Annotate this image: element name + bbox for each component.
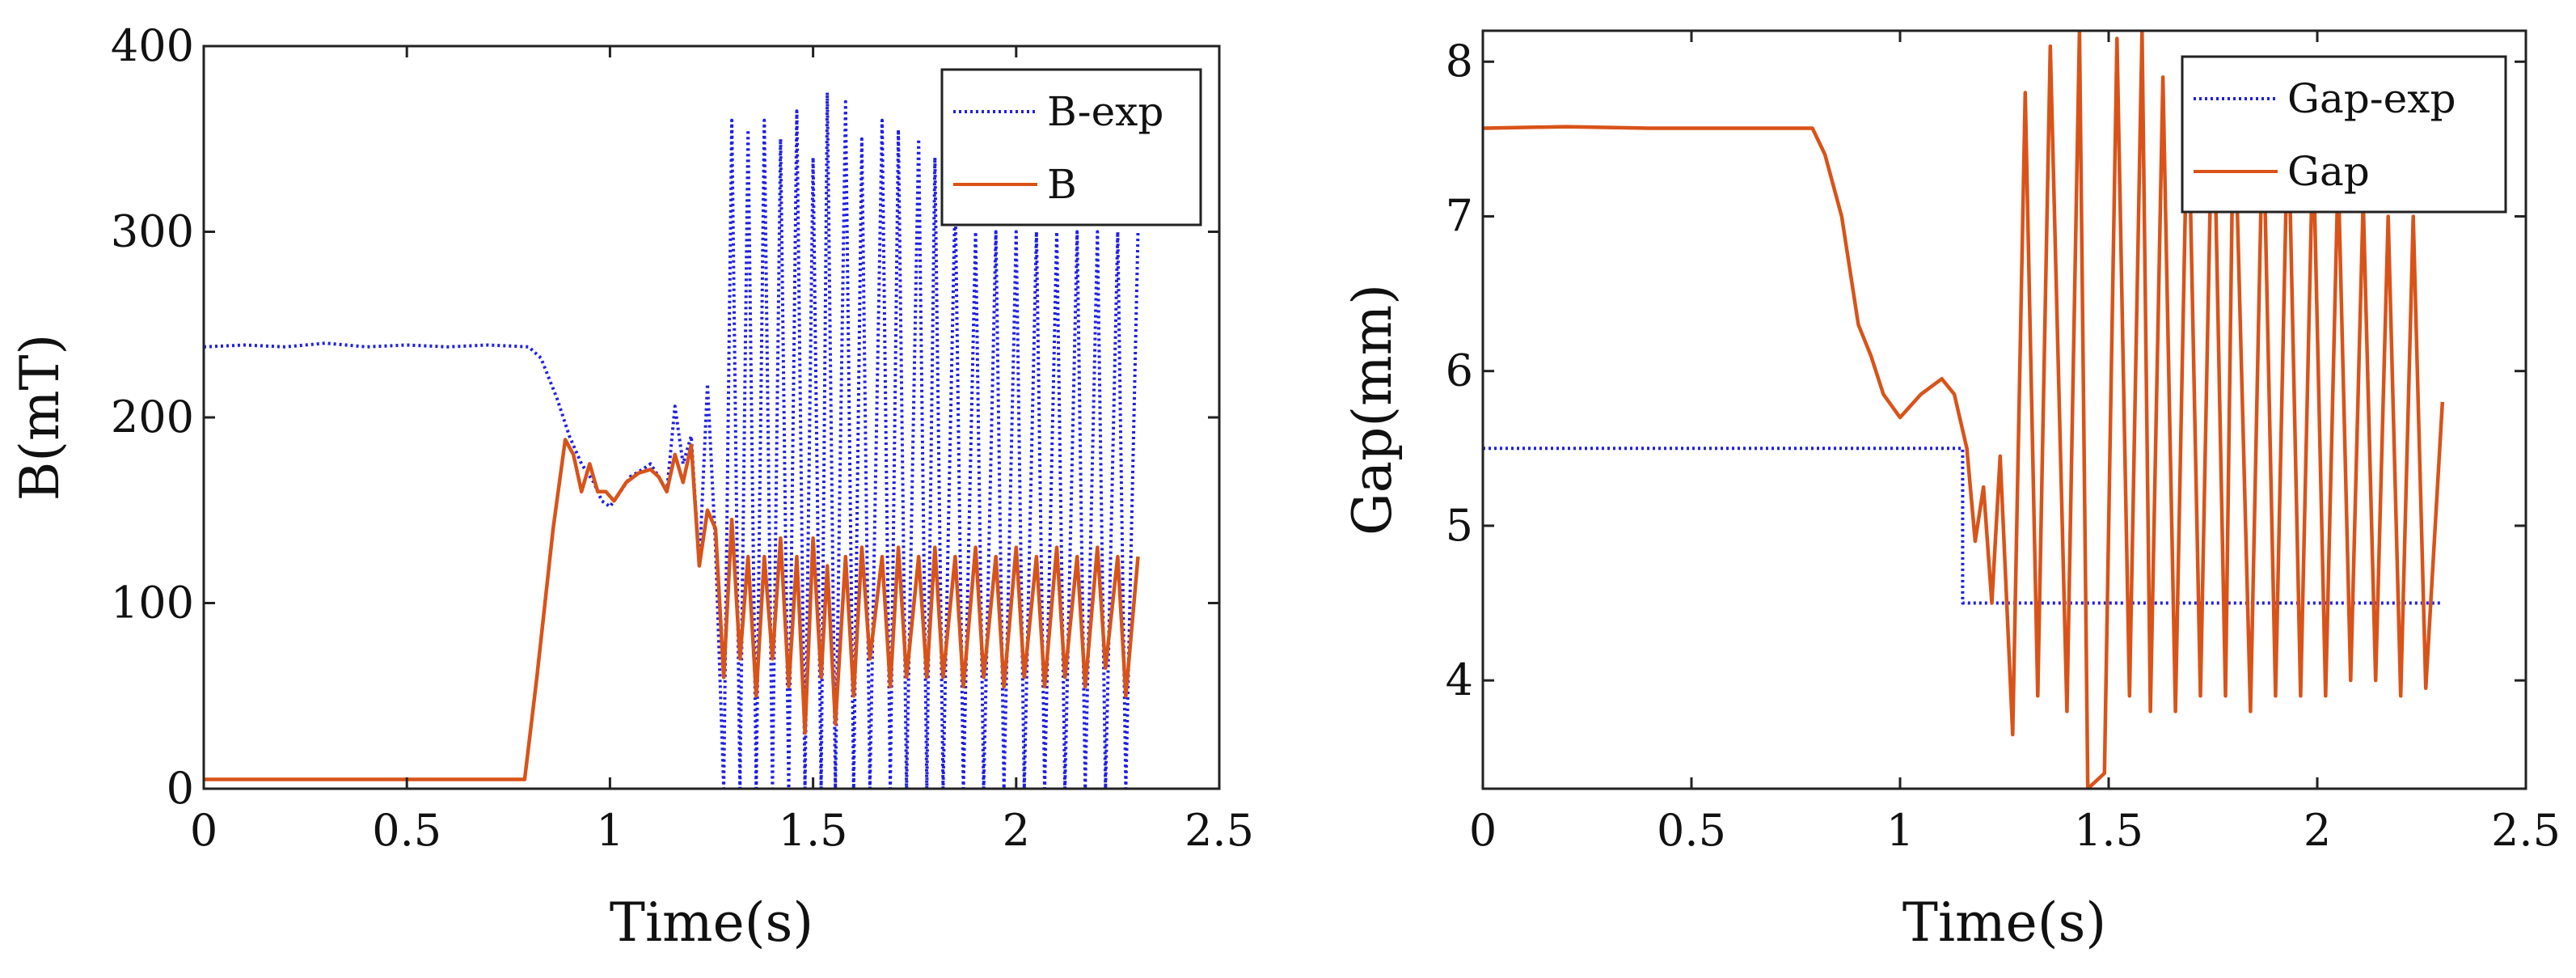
- legend: Gap-exp Gap: [2181, 55, 2507, 214]
- x-tick-label: 1: [1886, 805, 1914, 856]
- x-tick-label: 0.5: [372, 805, 441, 856]
- plot-frame: [1481, 29, 2527, 790]
- series-gap-exp-line: [1483, 447, 2443, 605]
- legend: B-exp B: [940, 68, 1202, 227]
- x-axis-title: Time(s): [1902, 891, 2106, 954]
- y-tick-label: 5: [1446, 500, 1473, 551]
- y-tick-label: 200: [111, 392, 194, 442]
- chart-gap: 0 0.5 1 1.5 2 2.545678Time(s)Gap(mm)Gap-expGa…: [1341, 29, 2561, 954]
- x-tick-label: 0: [1469, 805, 1497, 856]
- x-tick-label: 0.5: [1657, 805, 1726, 856]
- y-tick-label: 0: [167, 763, 194, 814]
- x-tick-label: 2.5: [1185, 805, 1254, 856]
- y-tick-label: 8: [1446, 36, 1473, 87]
- series-b-line: [204, 438, 1140, 781]
- y-tick-label: 7: [1446, 190, 1473, 241]
- x-tick-label: 0: [190, 805, 217, 856]
- legend-label-gap-exp: Gap-exp: [2287, 75, 2456, 122]
- y-tick-label: 300: [111, 206, 194, 257]
- x-tick-label: 1.5: [2074, 805, 2143, 856]
- x-tick-label: 1: [596, 805, 623, 856]
- legend-label-gap: Gap: [2287, 148, 2370, 195]
- chart-b-field: 0 0.5 1 1.5 2 2.5 0 100 200 300 400 Time(s) B(mT) B-e…: [9, 20, 1254, 954]
- x-tick-label: 2: [2304, 805, 2331, 856]
- y-tick-label: 100: [111, 578, 194, 629]
- legend-label-b: B: [1047, 161, 1077, 208]
- legend-box: [2181, 55, 2507, 214]
- y-tick-label: 400: [111, 20, 194, 71]
- legend-label-b-exp: B-exp: [1047, 88, 1163, 135]
- y-tick-label: 6: [1446, 345, 1473, 396]
- y-tick-label: 4: [1446, 654, 1473, 705]
- series-gap-line: [1483, 31, 2445, 789]
- series-b-exp-line: [204, 91, 1140, 789]
- legend-box: [940, 68, 1202, 227]
- y-axis-title: B(mT): [9, 334, 71, 502]
- x-tick-label: 2: [1003, 805, 1030, 856]
- x-tick-label: 1.5: [779, 805, 848, 856]
- x-axis-title: Time(s): [610, 891, 813, 954]
- x-tick-label: 2.5: [2491, 805, 2561, 856]
- y-axis-title: Gap(mm): [1341, 284, 1404, 536]
